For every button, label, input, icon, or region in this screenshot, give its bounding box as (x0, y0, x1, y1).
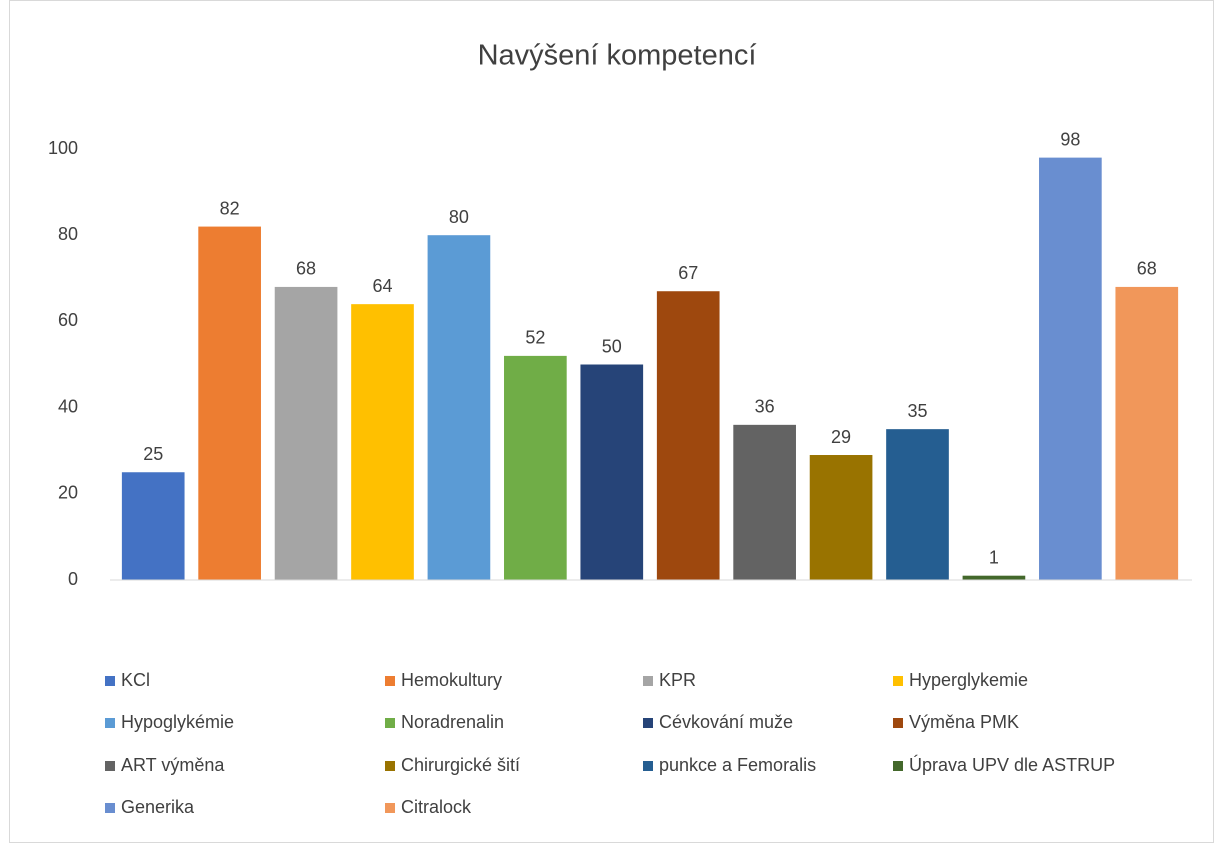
legend-swatch (385, 761, 395, 771)
y-tick-label: 60 (58, 310, 78, 330)
legend-label: punkce a Femoralis (659, 755, 816, 775)
bar (198, 226, 261, 580)
y-tick-label: 40 (58, 396, 78, 416)
data-label: 29 (831, 427, 851, 447)
bar (656, 291, 720, 580)
legend-label: Hemokultury (401, 670, 502, 690)
data-label: 25 (143, 444, 163, 464)
data-label: 50 (602, 336, 622, 356)
legend-label: Cévkování muže (659, 712, 793, 732)
data-label: 64 (372, 276, 392, 296)
y-tick-label: 100 (48, 138, 78, 158)
data-label: 82 (220, 198, 240, 218)
legend-swatch (105, 761, 115, 771)
data-label: 1 (989, 547, 999, 567)
legend-swatch (893, 761, 903, 771)
legend-label: Hypoglykémie (121, 712, 234, 732)
data-label: 36 (755, 397, 775, 417)
legend-label: Hyperglykemie (909, 670, 1028, 690)
data-label: 67 (678, 263, 698, 283)
legend-swatch (105, 676, 115, 686)
bar (886, 429, 949, 580)
legend-label: KPR (659, 670, 696, 690)
data-label: 68 (296, 259, 316, 279)
legend-label: Citralock (401, 797, 472, 817)
bar (1115, 286, 1179, 580)
chart-title: Navýšení kompetencí (478, 40, 757, 72)
y-tick-label: 20 (58, 483, 78, 503)
legend-label: Výměna PMK (909, 712, 1019, 732)
bar (580, 364, 644, 580)
legend-swatch (385, 803, 395, 813)
data-label: 98 (1060, 129, 1080, 149)
legend-swatch (105, 718, 115, 728)
legend-label: Generika (121, 797, 195, 817)
legend-swatch (893, 676, 903, 686)
data-label: 80 (449, 207, 469, 227)
legend-swatch (893, 718, 903, 728)
bar (351, 304, 414, 580)
legend-swatch (385, 676, 395, 686)
legend-swatch (643, 718, 653, 728)
legend-label: Noradrenalin (401, 712, 504, 732)
legend-swatch (105, 803, 115, 813)
legend-label: KCl (121, 670, 150, 690)
legend-swatch (643, 761, 653, 771)
bar (121, 472, 185, 580)
bar (427, 235, 491, 580)
data-label: 52 (525, 328, 545, 348)
legend-label: Chirurgické šití (401, 755, 520, 775)
data-label: 68 (1137, 259, 1157, 279)
bar (504, 355, 567, 580)
bar (274, 286, 338, 580)
bar (733, 424, 796, 580)
bar (1039, 157, 1102, 580)
data-label: 35 (907, 401, 927, 421)
legend-label: ART výměna (121, 755, 225, 775)
y-tick-label: 80 (58, 224, 78, 244)
legend-swatch (385, 718, 395, 728)
bar (809, 455, 873, 580)
legend-label: Úprava UPV dle ASTRUP (909, 754, 1115, 775)
y-tick-label: 0 (68, 569, 78, 589)
legend-swatch (643, 676, 653, 686)
bar (962, 575, 1026, 580)
